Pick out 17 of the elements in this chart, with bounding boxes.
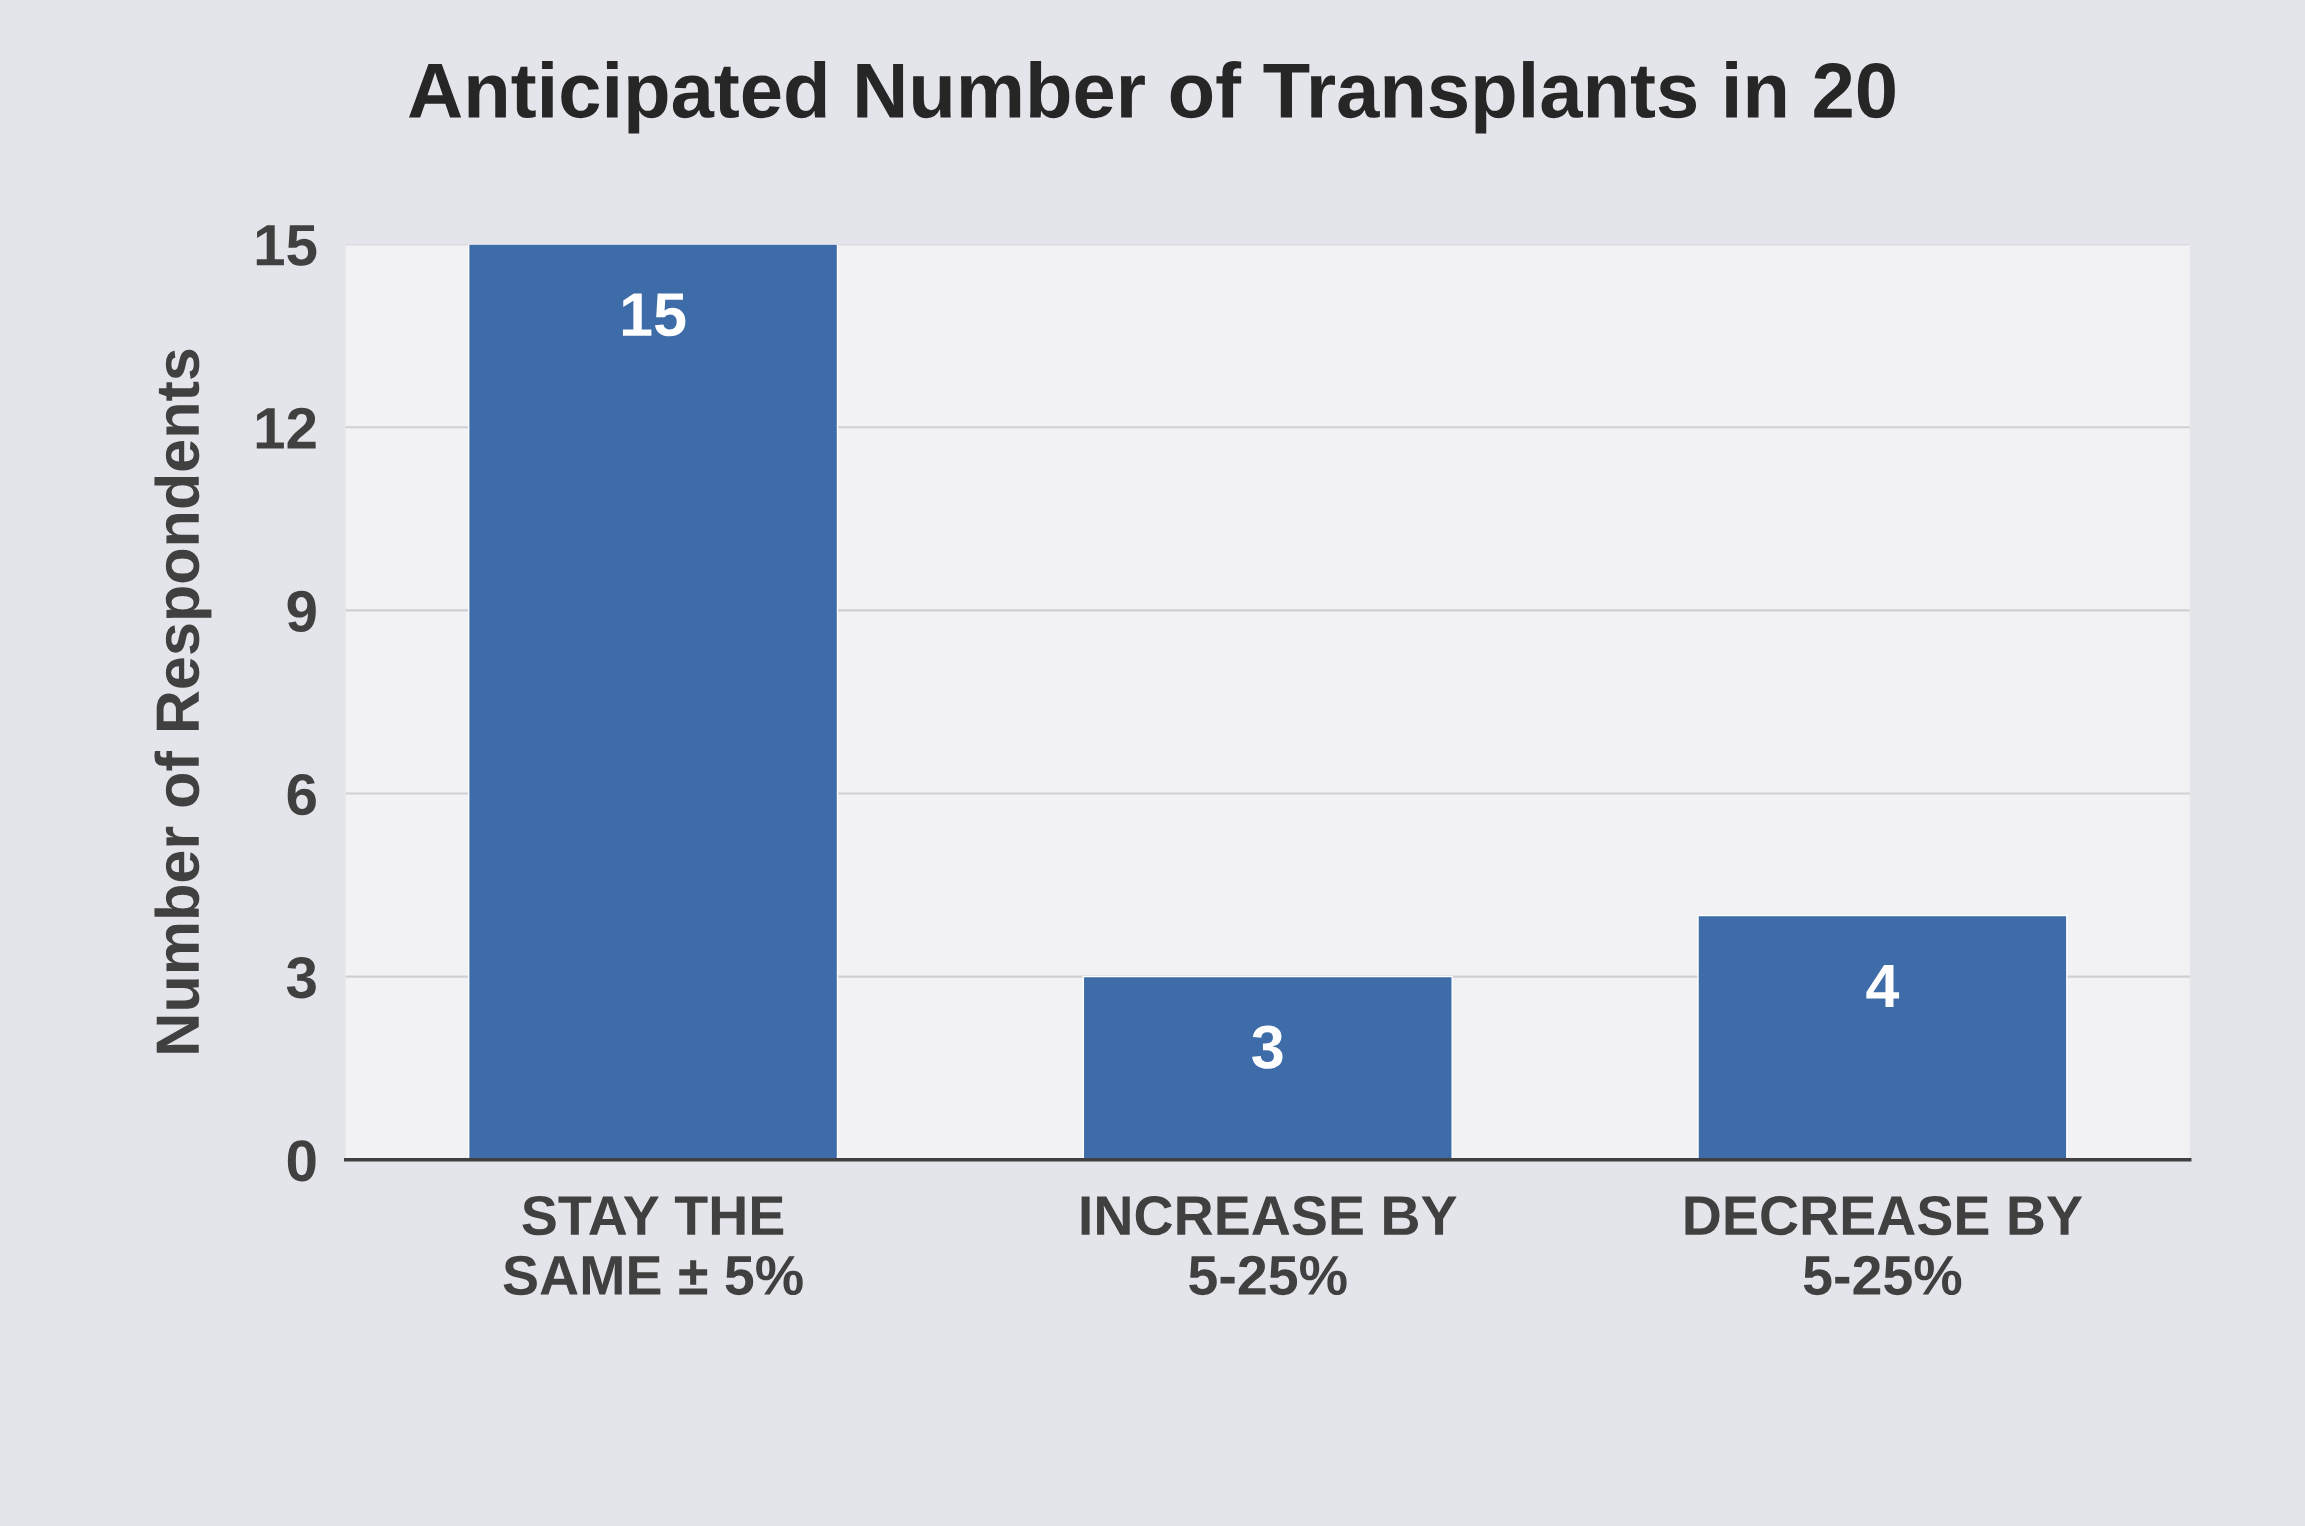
data-label: 4 <box>1866 965 1900 1008</box>
x-tick-label: DECREASE BY 5-25% <box>1685 1195 2083 1296</box>
y-tick-label: 0 <box>287 1140 316 1182</box>
chart-title: Anticipated Number of Transplants in 20 <box>408 61 1895 134</box>
y-tick-label: 6 <box>287 773 316 816</box>
y-tick-label: 3 <box>286 957 316 999</box>
bar <box>1697 914 2068 1160</box>
bar <box>1082 975 1453 1160</box>
y-tick-label: 9 <box>287 590 316 633</box>
x-tick-label: STAY THE SAME ± 5% <box>503 1195 803 1296</box>
y-axis-title: Number of Respondents <box>154 349 212 1053</box>
y-tick-label: 12 <box>256 407 316 449</box>
y-tick-label: 15 <box>256 225 317 266</box>
data-label: 15 <box>622 293 686 337</box>
bar <box>467 244 839 1160</box>
data-label: 3 <box>1252 1025 1283 1069</box>
x-tick-label: INCREASE BY 5-25% <box>1081 1195 1457 1296</box>
